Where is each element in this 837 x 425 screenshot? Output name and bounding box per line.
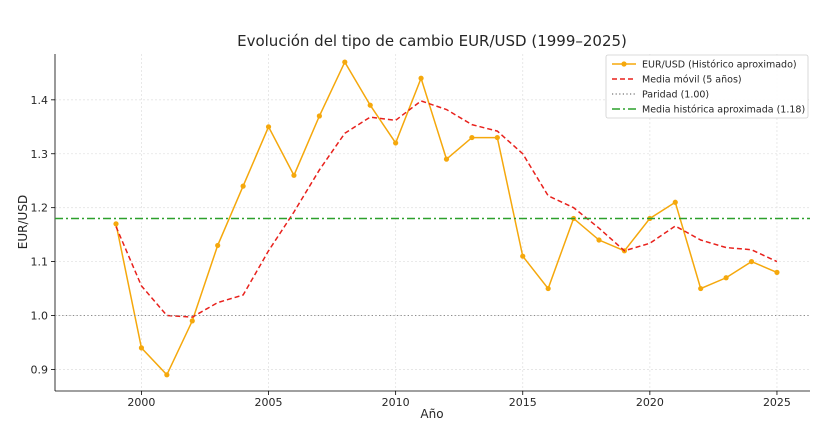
data-point <box>164 372 170 378</box>
legend-item: Media histórica aproximada (1.18) <box>612 105 805 116</box>
data-point <box>596 237 602 243</box>
y-tick-label: 1.4 <box>31 94 49 107</box>
x-axis-label: Año <box>420 407 443 421</box>
x-tick-label: 2010 <box>382 396 410 409</box>
data-point <box>189 318 195 324</box>
data-point <box>265 124 272 130</box>
data-point <box>774 269 780 275</box>
data-point <box>342 59 348 65</box>
legend-marker <box>621 61 627 67</box>
x-tick-label: 2000 <box>127 396 155 409</box>
legend-item: Paridad (1.00) <box>612 90 709 101</box>
x-tick-label: 2020 <box>636 396 664 409</box>
data-point <box>215 242 221 249</box>
legend-label: EUR/USD (Histórico aproximado) <box>642 60 797 71</box>
x-tick-label: 2025 <box>763 396 791 409</box>
x-tick-label: 2015 <box>509 396 537 409</box>
y-axis-label: EUR/USD <box>16 195 30 249</box>
legend: EUR/USD (Histórico aproximado) Media móvi… <box>605 54 809 119</box>
series-layer <box>55 59 810 378</box>
data-point <box>291 172 297 178</box>
series-1 <box>115 100 778 318</box>
legend-item: Media móvil (5 años) <box>612 75 742 86</box>
data-point <box>316 113 322 119</box>
data-point <box>367 102 373 108</box>
data-point <box>138 345 145 351</box>
y-tick-label: 1.2 <box>31 202 49 215</box>
data-point <box>545 285 551 292</box>
y-tick-label: 1.0 <box>31 310 49 323</box>
x-tick-label: 2005 <box>255 396 283 409</box>
chart-title: Evolución del tipo de cambio EUR/USD (19… <box>237 32 627 50</box>
data-point <box>748 258 755 265</box>
data-point <box>418 75 424 81</box>
data-point <box>113 221 119 227</box>
data-point <box>520 253 526 259</box>
legend-item: EUR/USD (Histórico aproximado) <box>612 60 797 71</box>
series-line <box>115 100 778 318</box>
series-0 <box>113 59 780 378</box>
data-point <box>469 134 475 141</box>
data-point <box>698 285 704 292</box>
legend-box <box>605 54 809 119</box>
data-point <box>393 140 399 146</box>
legend-label: Media móvil (5 años) <box>642 75 742 86</box>
data-point <box>723 275 729 281</box>
data-point <box>494 134 500 141</box>
axes: 2000 2005 2010 2015 2020 2025 0.9 1.0 1.1 1.2 1.3 1… <box>31 54 810 409</box>
data-point <box>672 199 678 205</box>
data-point <box>240 183 246 189</box>
y-tick-label: 1.3 <box>31 148 49 161</box>
data-point <box>443 156 450 162</box>
y-tick-label: 1.1 <box>31 256 49 269</box>
legend-label: Paridad (1.00) <box>642 90 709 101</box>
legend-label: Media histórica aproximada (1.18) <box>642 105 805 116</box>
y-tick-label: 0.9 <box>31 363 49 376</box>
